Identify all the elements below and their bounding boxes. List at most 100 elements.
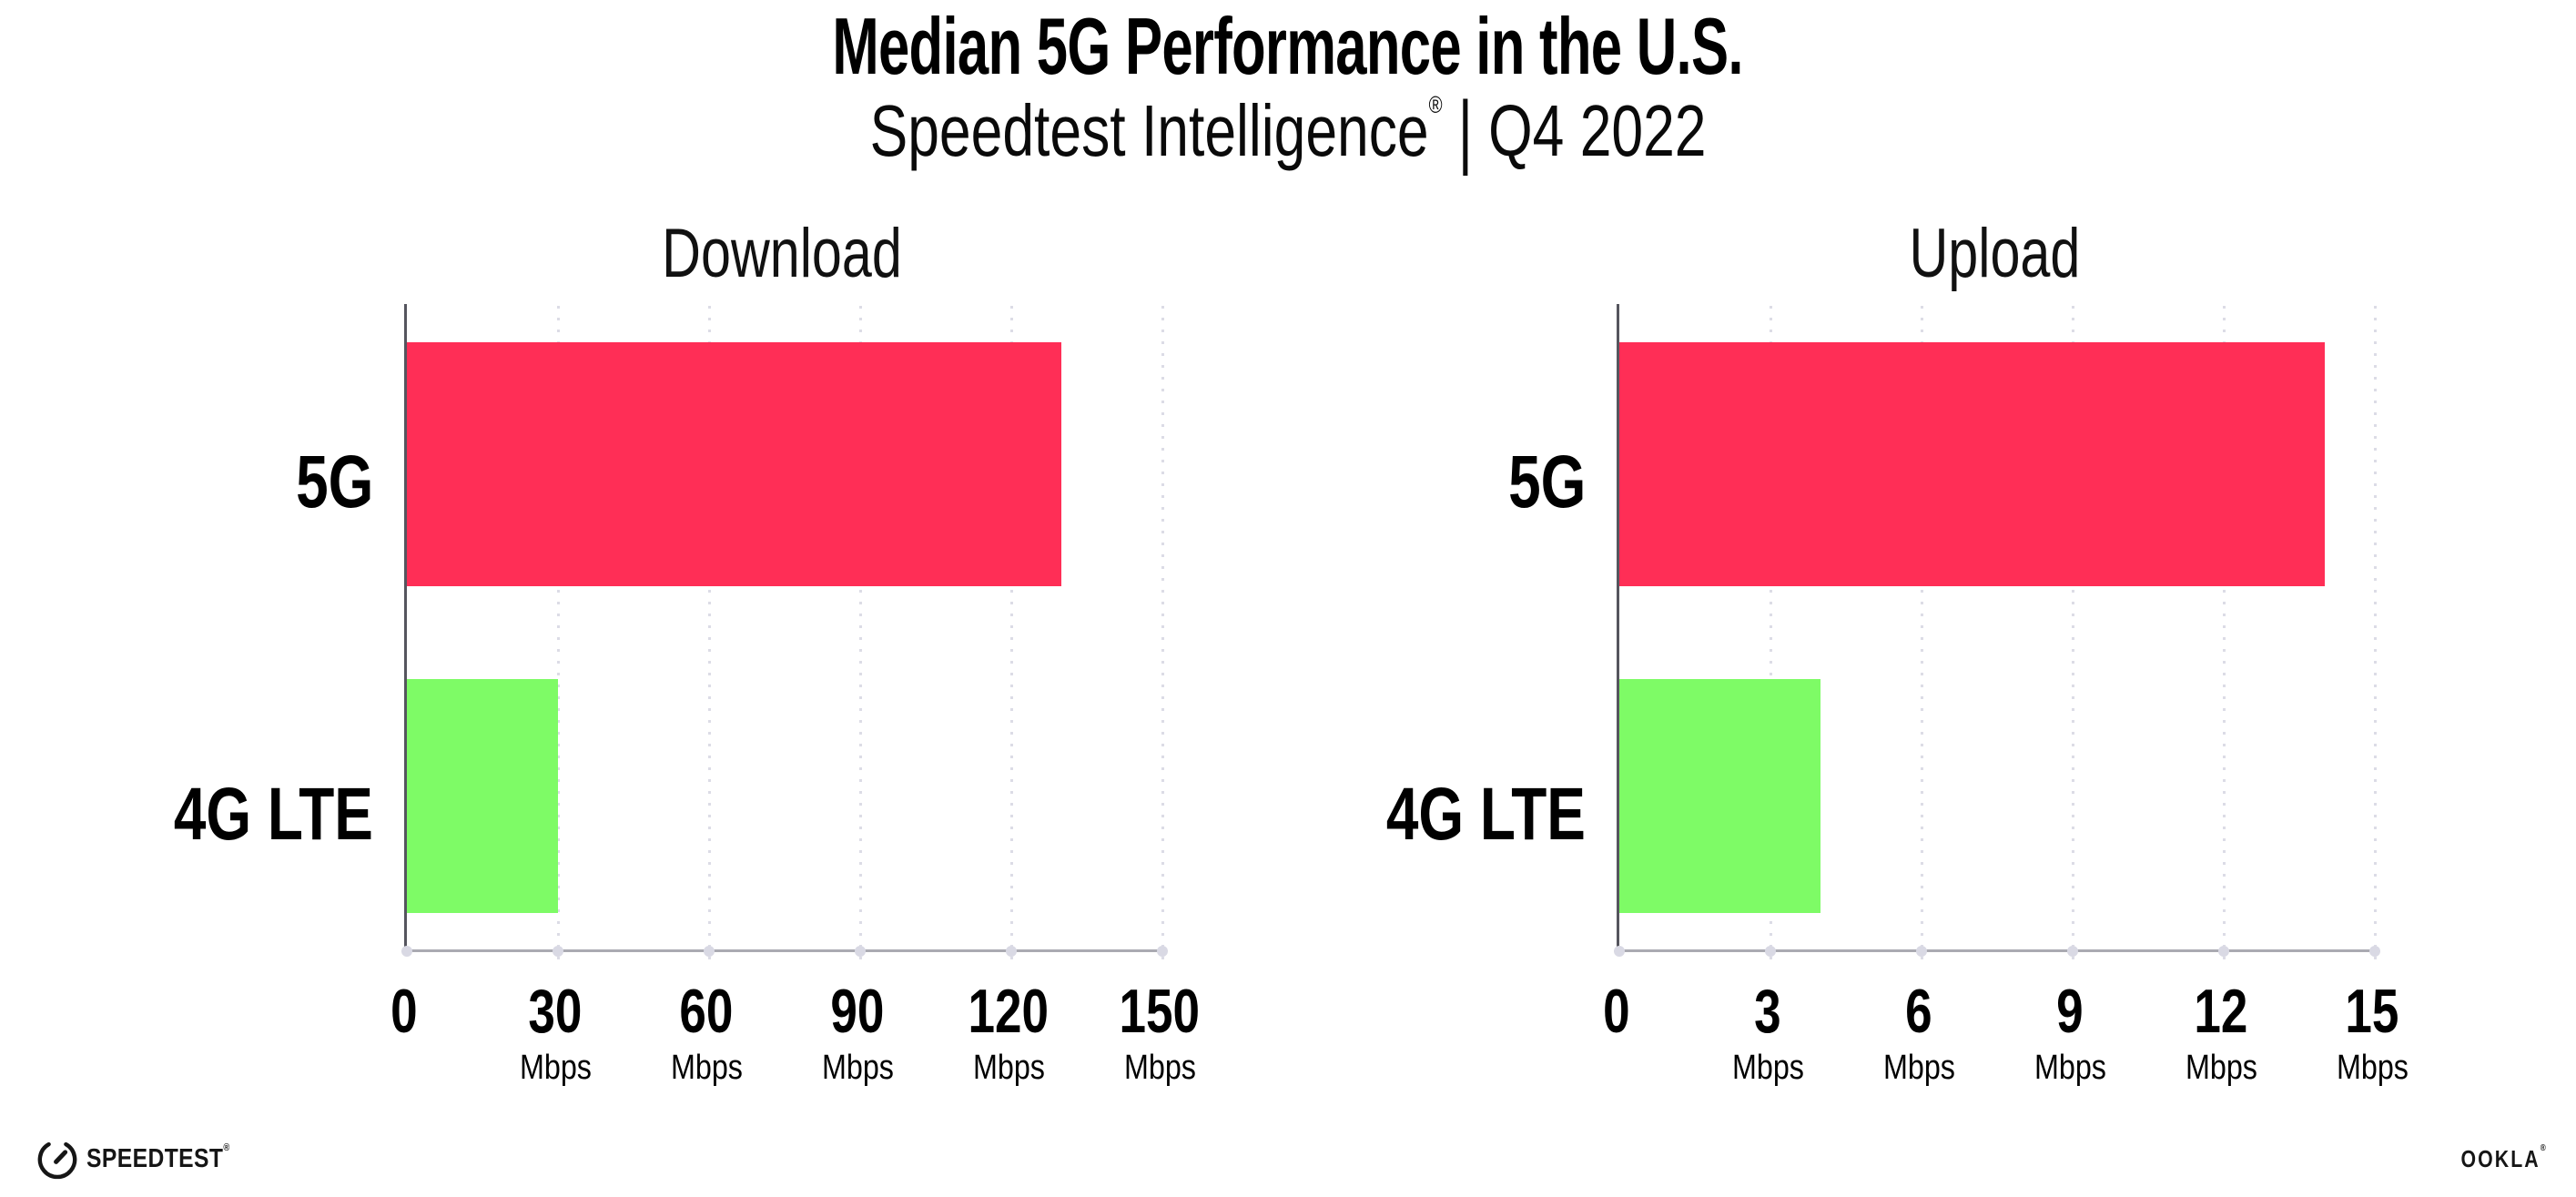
gridline [1009,306,1013,962]
ookla-registered-icon: ® [2540,1143,2546,1153]
category-label-text: 4G LTE [173,772,373,856]
axis-tick-dot [1916,946,1927,957]
x-tick-unit: Mbps [899,1050,1118,1086]
x-tick-unit: Mbps [748,1050,967,1086]
x-tick: 15 Mbps [2263,980,2481,1086]
ookla-logo: OOKLA® [2460,1143,2546,1173]
x-tick-unit: Mbps [2112,1050,2330,1086]
x-tick-value-text: 60 [679,977,734,1046]
subtitle-period: Q4 2022 [1488,90,1707,171]
axis-tick-dot [1765,946,1776,957]
ookla-label: OOKLA [2460,1145,2541,1172]
speedtest-logo: SPEEDTEST® [36,1138,256,1180]
x-tick-value-text: 6 [1905,977,1932,1046]
x-tick-value: 30 [446,980,664,1042]
x-tick-value-text: 30 [528,977,583,1046]
x-tick: 60 Mbps [597,980,816,1086]
x-tick: 150 Mbps [1050,980,1269,1086]
x-tick-unit: Mbps [597,1050,816,1086]
speedtest-registered-icon: ® [223,1141,230,1153]
subtitle: Speedtest Intelligence® | Q4 2022 [0,90,2576,172]
x-tick-value: 0 [295,980,513,1042]
x-tick-value-text: 3 [1754,977,1781,1046]
upload-chart-title: Upload [1617,219,2372,289]
gridline [707,306,711,962]
bar-4g-lte [1619,679,1821,913]
x-tick-unit-text: Mbps [821,1049,894,1087]
registered-trademark-icon: ® [1428,91,1443,118]
x-tick-unit-text: Mbps [2185,1049,2257,1087]
x-tick-value-text: 120 [968,977,1050,1046]
x-tick-value-text: 15 [2345,977,2399,1046]
speedtest-label: SPEEDTEST [86,1143,224,1173]
page-title: Median 5G Performance in the U.S. [0,6,2576,86]
speedtest-gauge-icon [37,1141,77,1180]
axis-tick-dot [2218,946,2229,957]
x-tick-value-text: 0 [1603,977,1630,1046]
axis-tick-dot [1157,946,1168,957]
bar-5g [1619,342,2325,586]
x-tick: 90 Mbps [748,980,967,1086]
gridline [2071,306,2074,962]
x-tick-unit: Mbps [446,1050,664,1086]
gridline [556,306,560,962]
x-tick: 9 Mbps [1961,980,2179,1086]
category-labels: 5G 4G LTE [0,304,373,949]
category-label-4g-lte: 4G LTE [0,772,373,856]
axis-tick-dot [2067,946,2078,957]
upload-chart: Upload 5G 4G LTE 0 3 Mbps 6 Mbps 9 Mbps 12 Mbps 15… [1212,219,2409,1151]
x-tick-unit-text: Mbps [519,1049,592,1087]
category-label-5g: 5G [0,445,373,520]
gridline [2222,306,2226,962]
x-tick-unit-text: Mbps [2033,1049,2106,1087]
axis-tick-dot [401,946,412,957]
x-tick-value-text: 9 [2056,977,2084,1046]
gridline [1161,306,1164,962]
x-tick-unit-text: Mbps [2336,1049,2409,1087]
x-axis-ticks: 0 3 Mbps 6 Mbps 9 Mbps 12 Mbps 15 Mbps [1603,977,2408,1126]
x-tick-value: 6 [1810,980,2028,1042]
x-tick-unit-text: Mbps [1123,1049,1196,1087]
x-tick-value: 9 [1961,980,2179,1042]
category-label-text: 4G LTE [1385,772,1586,856]
axis-tick-dot [2369,946,2380,957]
category-label-5g: 5G [1212,445,1586,520]
subtitle-brand: Speedtest Intelligence [869,90,1429,171]
x-tick-unit: Mbps [1050,1050,1269,1086]
x-tick-value: 150 [1050,980,1269,1042]
x-tick-unit-text: Mbps [972,1049,1045,1087]
gridline [1920,306,1923,962]
x-tick-unit: Mbps [2263,1050,2481,1086]
plot-area [1614,304,2380,962]
x-tick-value: 60 [597,980,816,1042]
x-tick-unit: Mbps [1658,1050,1877,1086]
plot-area [401,304,1168,962]
x-tick: 6 Mbps [1810,980,2028,1086]
category-label-text: 5G [1507,441,1586,523]
x-tick: 12 Mbps [2112,980,2330,1086]
axis-tick-dot [704,946,715,957]
x-tick-unit: Mbps [1810,1050,2028,1086]
category-label-text: 5G [295,441,373,523]
x-tick-value: 0 [1507,980,1726,1042]
gridline [1769,306,1772,962]
category-labels: 5G 4G LTE [1212,304,1586,949]
x-tick-value: 12 [2112,980,2330,1042]
axis-tick-dot [553,946,563,957]
download-chart: Download 5G 4G LTE 0 30 Mbps 60 Mbps 90 Mbps 120… [0,219,1200,1151]
x-tick: 120 Mbps [899,980,1118,1086]
x-axis-ticks: 0 30 Mbps 60 Mbps 90 Mbps 120 Mbps 150 Mbps [390,980,1200,1126]
gridline [858,306,862,962]
axis-tick-dot [1006,946,1017,957]
upload-chart-title-text: Upload [1909,215,2080,292]
page-title-text: Median 5G Performance in the U.S. [832,1,1744,91]
x-tick: 0 [295,980,513,1042]
x-tick: 0 [1507,980,1726,1042]
x-tick-value: 15 [2263,980,2481,1042]
x-tick-unit-text: Mbps [670,1049,743,1087]
category-label-4g-lte: 4G LTE [1212,772,1586,856]
x-tick-unit-text: Mbps [1882,1049,1955,1087]
x-tick-value-text: 0 [390,977,418,1046]
x-tick-value-text: 12 [2194,977,2248,1046]
